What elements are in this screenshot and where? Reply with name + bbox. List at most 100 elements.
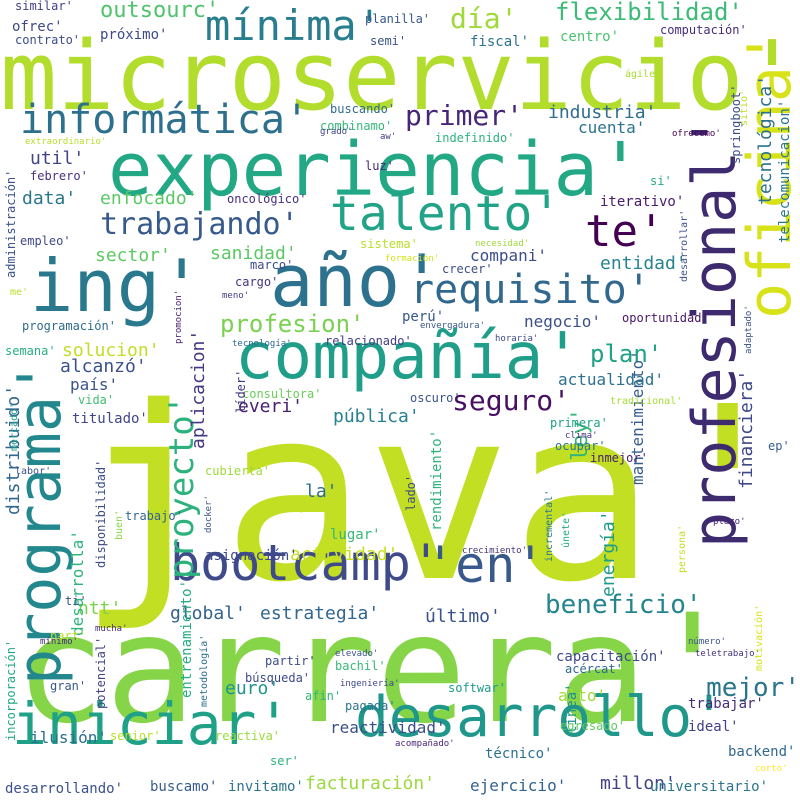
word-ofrecemo: ofrecemo' (672, 129, 721, 139)
word-global: global' (170, 603, 246, 624)
word-necesidad: necesidad' (475, 239, 530, 249)
word-solucion: solucion' (62, 340, 160, 361)
word-pagada: pagada' (345, 699, 396, 713)
word-si: si' (650, 174, 672, 188)
word-administracion: administración' (4, 169, 18, 278)
word-luz: luz' (365, 159, 394, 173)
word-iniciar: iniciar' (12, 690, 292, 758)
word-clima: clima' (565, 431, 598, 441)
word-buscando: buscando' (330, 102, 396, 116)
word-fiscal: fiscal' (470, 34, 530, 50)
word-buscamo: buscamo' (150, 779, 218, 795)
word-informatica: informática' (20, 97, 309, 143)
word-entidad: entidad' (600, 253, 687, 274)
word-cubierta: cubierta' (205, 464, 271, 478)
word-ano: año' (270, 239, 444, 323)
word-flexibilidad: flexibilidad' (555, 0, 743, 26)
word-cuenta: cuenta' (578, 118, 646, 137)
word-enfocado: enfocado' (100, 188, 198, 209)
word-reactiva: reactiva' (215, 729, 281, 743)
word-seguro: seguro' (452, 384, 571, 417)
word-programacion: programación' (22, 319, 116, 333)
word-ofrec: ofrec' (12, 19, 63, 35)
word-softwar: softwar' (448, 681, 506, 695)
word-trabajar: trabajar' (688, 696, 764, 712)
word-puntera: puntera' (300, 504, 344, 514)
word-negocio: negocio' (524, 312, 602, 331)
word-ser: ser' (270, 754, 299, 768)
word-ocupar: ocupar' (555, 439, 606, 453)
word-talento: talento' (330, 186, 562, 242)
word-minimo: mínimo' (40, 637, 78, 647)
word-elevado: elevado' (335, 649, 379, 659)
word-tecnico: técnico' (485, 746, 553, 762)
word-energia: energía' (598, 510, 619, 597)
word-entrenamiento: entrenamiento' (179, 579, 195, 698)
word-outsourc: outsourc' (100, 0, 220, 23)
word-incorporacion: incorporación' (4, 639, 18, 741)
word-contrato: contrato' (15, 33, 81, 47)
word-empleo: empleo' (20, 234, 71, 248)
word-partir: partir' (265, 654, 316, 668)
word-millon: millon' (600, 773, 676, 794)
word-inmejor: inmejor' (590, 451, 648, 465)
word-te: te' (585, 206, 665, 257)
word-lugar: lugar' (330, 527, 381, 543)
word-motivacion: motivación' (754, 604, 765, 671)
word-publica: pública' (333, 406, 420, 427)
word-senior: senior' (110, 729, 161, 743)
word-facturacion: facturación' (305, 773, 436, 794)
word-relacionado: relacionado' (325, 334, 412, 348)
word-actualidad: actualidad' (558, 370, 664, 389)
word-formacion: formación' (385, 254, 440, 264)
word-rendimiento: rendimiento' (429, 429, 445, 531)
word-data: data' (22, 188, 77, 209)
word-bootcamp: bootcamp' (170, 534, 441, 592)
word-cargo: cargo' (235, 275, 279, 289)
word-aplicacion: aplicacion' (188, 329, 209, 449)
word-ilusion: ilusión' (30, 728, 108, 747)
word-potencial: potencial' (94, 636, 108, 709)
word-envergadura: envergadura' (420, 321, 486, 331)
word-capacitacion: capacitación' (556, 649, 666, 665)
word-dia: día' (450, 2, 518, 35)
word-telecomunicacion: telecomunicacion' (777, 99, 793, 243)
word-febrero: febrero' (30, 169, 88, 183)
word-la: la' (305, 481, 338, 502)
word-centro: centro' (560, 29, 620, 45)
word-ti: ti' (65, 594, 87, 608)
word-oncologico: oncológico' (227, 192, 307, 206)
word-unete: únete' (561, 511, 572, 548)
word-adaptado: adaptado' (744, 305, 754, 354)
word-acercat: acércat' (565, 662, 623, 676)
word-sitio: sitio' (739, 89, 750, 126)
word-buen: buen' (114, 509, 125, 540)
word-combinamo: combinamo' (320, 119, 393, 133)
word-sistema: sistema' (360, 237, 418, 251)
word-desarrollo: desarrollo' (355, 685, 726, 750)
word-bachil: bachil' (335, 659, 386, 673)
word-tecnologica: tecnológica' (755, 74, 776, 205)
word-en: 'en' (425, 536, 546, 594)
word-part: part' (50, 629, 87, 643)
word-pais: país' (70, 375, 119, 394)
word-acompanado: acompañado' (395, 739, 455, 749)
word-primer: primer' (405, 99, 524, 132)
word-afin: afin' (305, 689, 342, 703)
word-mejor: mejor' (706, 673, 800, 703)
word-lado: lado' (404, 474, 418, 511)
word-marco: marco' (250, 258, 294, 272)
word-requisito: requisito' (410, 267, 651, 313)
word-peru: perú' (402, 309, 445, 325)
word-java: java' (77, 355, 800, 635)
word-ingenieria: ingeniería' (340, 679, 400, 689)
word-ntt: ntt' (78, 598, 122, 619)
word-ep: ep' (768, 439, 790, 453)
word-primera: primera' (550, 416, 608, 430)
word-plan: plan' (590, 340, 663, 368)
word-labor: labor' (15, 466, 52, 477)
word-alcanzo: alcanzó' (60, 356, 147, 377)
word-egresado: egresado' (560, 719, 626, 733)
word-proximo: próximo' (100, 27, 168, 43)
